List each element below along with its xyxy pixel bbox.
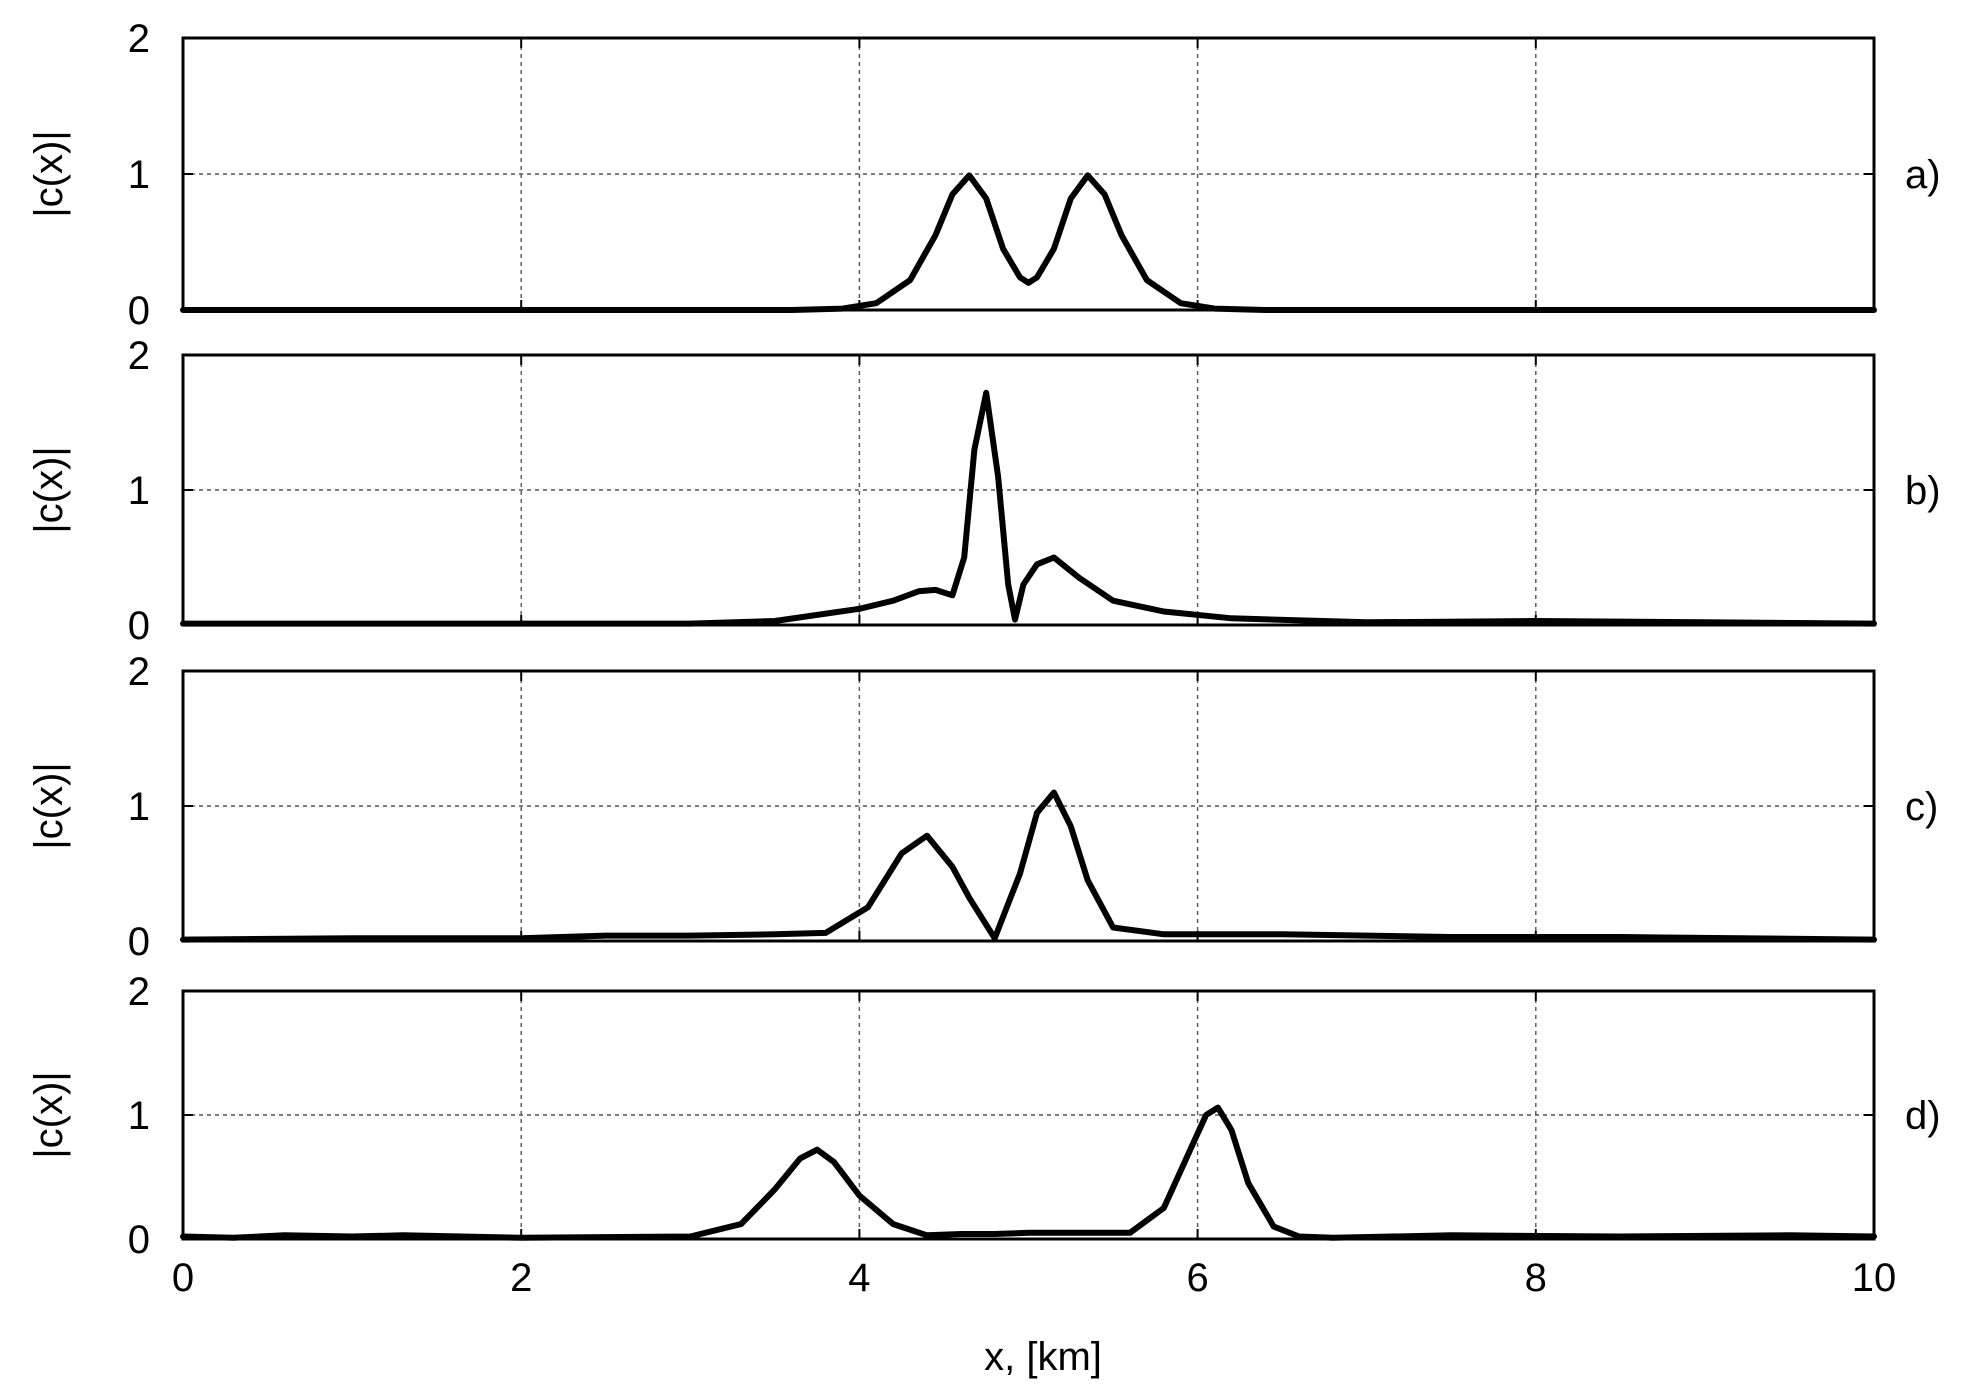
- plot-frame: [181, 669, 1876, 943]
- y-axis-label: |c(x)|: [27, 1071, 71, 1158]
- y-tick-label: 2: [128, 17, 150, 61]
- panel-label: c): [1905, 785, 1938, 829]
- y-tick-label: 2: [128, 650, 150, 694]
- x-tick-label: 0: [172, 1256, 194, 1300]
- series-line: [180, 172, 1877, 313]
- series-line: [180, 789, 1877, 943]
- x-tick-label: 10: [1852, 1256, 1897, 1300]
- x-tick-label: 2: [510, 1256, 532, 1300]
- y-tick-label: 2: [128, 970, 150, 1014]
- panel-a: 0 1 2 |c(x)| a): [27, 17, 1941, 333]
- y-tick-label: 2: [128, 334, 150, 378]
- y-tick-label: 1: [128, 785, 150, 829]
- plot-frame: [181, 353, 1876, 627]
- series-line: [180, 1104, 1877, 1241]
- x-tick-label: 6: [1186, 1256, 1208, 1300]
- shared-x-axis: x, [km] 0 2 4 6 8 10: [172, 1256, 1896, 1379]
- y-tick-label: 1: [128, 469, 150, 513]
- y-axis-label: |c(x)|: [27, 446, 71, 533]
- panel-label: d): [1905, 1094, 1941, 1138]
- y-tick-label: 0: [128, 289, 150, 333]
- panel-b: 0 1 2 |c(x)| b): [27, 334, 1941, 648]
- y-tick-label: 0: [128, 604, 150, 648]
- series-line: [180, 389, 1877, 627]
- panel-label: b): [1905, 469, 1941, 513]
- panels-group: 0 1 2 |c(x)| a) 0 1 2 |c(x)| b) 0 1 2 |c(x)| c) 0 1 2 |c(x…: [27, 17, 1941, 1262]
- x-tick-label: 8: [1525, 1256, 1547, 1300]
- x-axis-label: x, [km]: [984, 1335, 1102, 1379]
- y-axis-label: |c(x)|: [27, 762, 71, 849]
- y-tick-label: 1: [128, 1094, 150, 1138]
- y-tick-label: 0: [128, 920, 150, 964]
- x-tick-label: 4: [848, 1256, 870, 1300]
- y-tick-label: 1: [128, 153, 150, 197]
- y-axis-label: |c(x)|: [27, 130, 71, 217]
- plot-frame: [181, 36, 1876, 312]
- y-tick-label: 0: [128, 1218, 150, 1262]
- plot-frame: [181, 989, 1876, 1241]
- panel-label: a): [1905, 153, 1941, 197]
- panel-d: 0 1 2 |c(x)| d): [27, 970, 1941, 1262]
- panel-c: 0 1 2 |c(x)| c): [27, 650, 1938, 964]
